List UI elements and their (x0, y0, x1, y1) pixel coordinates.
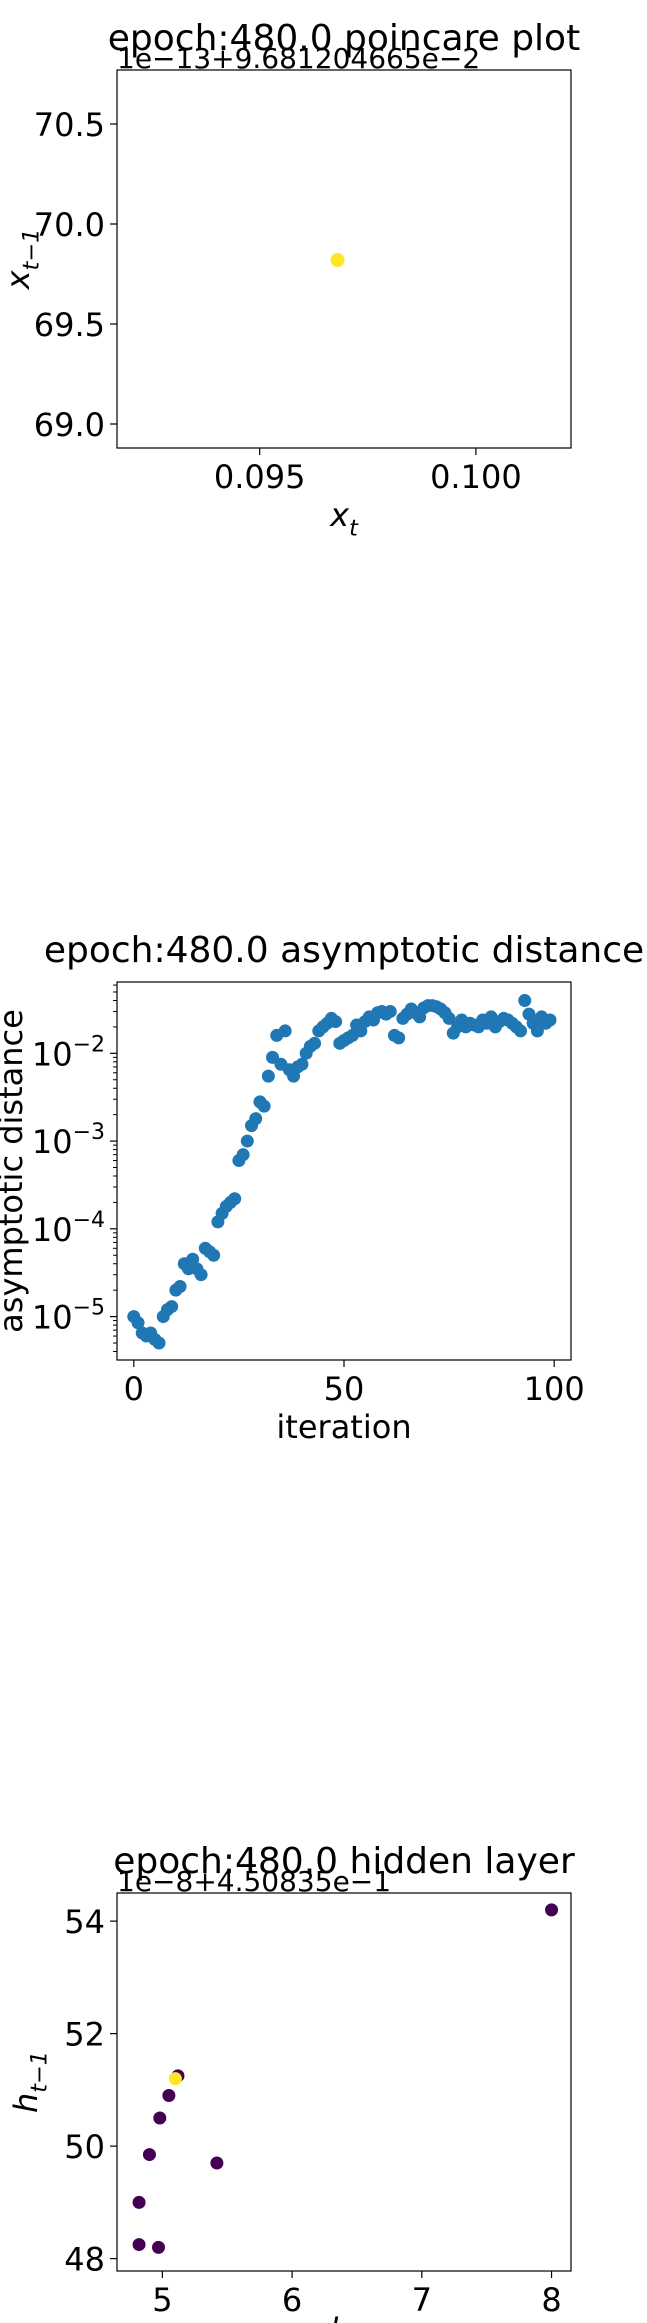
y-tick-label: 69.5 (34, 306, 105, 344)
y-tick-label: 50 (64, 2128, 105, 2166)
x-tick-label: 50 (324, 1370, 365, 1408)
offset-label: 1e−13+9.681204665e−2 (117, 42, 480, 75)
x-tick-label: 7 (412, 2281, 432, 2319)
y-axis-label: asymptotic distance (0, 1009, 30, 1333)
data-point (329, 1015, 342, 1028)
y-tick-label: 10−4 (32, 1208, 105, 1249)
data-point (331, 253, 345, 267)
data-point (262, 1070, 275, 1083)
data-point (162, 2089, 175, 2102)
x-axis-label: iteration (276, 1408, 411, 1446)
data-point (249, 1112, 262, 1125)
data-point (545, 1903, 558, 1916)
chart-title: epoch:480.0 asymptotic distance (44, 930, 644, 971)
y-tick-label: 10−5 (32, 1296, 105, 1337)
data-point (207, 1249, 220, 1262)
x-tick-label: 6 (282, 2281, 302, 2319)
data-point (165, 1300, 178, 1313)
data-point (258, 1100, 271, 1113)
data-point (308, 1037, 321, 1050)
y-tick-label: 69.0 (34, 406, 105, 444)
data-point (237, 1148, 250, 1161)
data-point (228, 1192, 241, 1205)
y-tick-label: 52 (64, 2016, 105, 2054)
x-tick-label: 0.100 (430, 458, 522, 496)
data-point (241, 1135, 254, 1148)
data-point (518, 994, 531, 1007)
data-point (195, 1268, 208, 1281)
y-tick-label: 70.5 (34, 106, 105, 144)
x-tick-label: 0.095 (214, 458, 306, 496)
y-tick-label: 54 (64, 1903, 105, 1941)
data-point (153, 2112, 166, 2125)
y-axis-label: xt−1 (0, 229, 45, 291)
y-tick-label: 10−3 (32, 1120, 105, 1161)
x-axis-label: xt (329, 496, 359, 542)
plot-frame (117, 1893, 571, 2271)
data-point (279, 1024, 292, 1037)
y-axis-label: ht−1 (7, 2051, 53, 2113)
y-tick-label: 48 (64, 2241, 105, 2279)
data-point (153, 1336, 166, 1349)
data-point (543, 1013, 556, 1026)
data-point (133, 2238, 146, 2251)
x-tick-label: 5 (152, 2281, 172, 2319)
data-point (133, 2196, 146, 2209)
x-tick-label: 0 (124, 1370, 144, 1408)
data-point (384, 1005, 397, 1018)
data-point (152, 2241, 165, 2254)
data-point (174, 1280, 187, 1293)
offset-label: 1e−8+4.50835e−1 (117, 1865, 391, 1898)
x-tick-label: 8 (541, 2281, 561, 2319)
data-point (169, 2072, 182, 2085)
data-point (392, 1031, 405, 1044)
data-point (143, 2148, 156, 2161)
data-point (514, 1024, 527, 1037)
y-tick-label: 10−2 (32, 1032, 105, 1073)
x-tick-label: 100 (524, 1370, 585, 1408)
data-point (210, 2157, 223, 2170)
